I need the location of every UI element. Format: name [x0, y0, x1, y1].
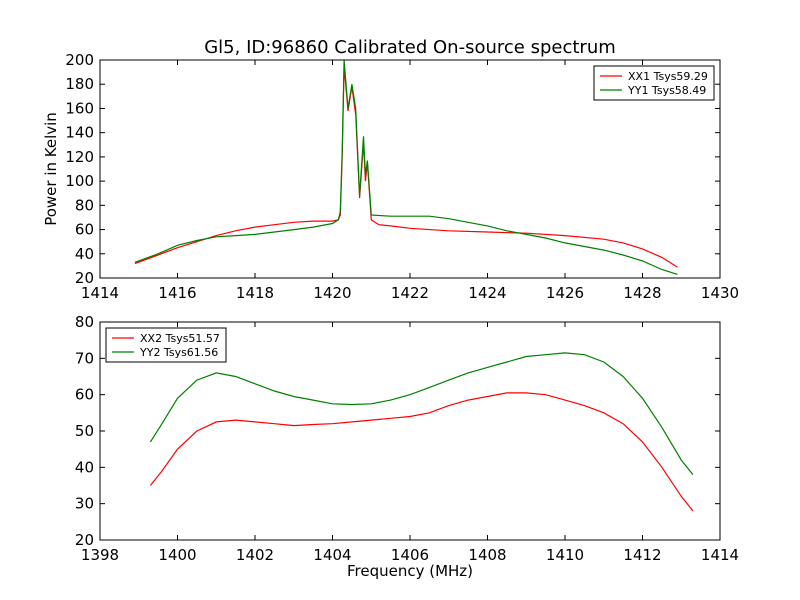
y-tick-label: 140 — [65, 124, 94, 142]
legend-entry: XX1 Tsys59.29 — [628, 70, 708, 83]
x-tick-label: 1406 — [391, 546, 429, 564]
legend-box — [105, 327, 227, 363]
legend-entry: YY1 Tsys58.49 — [627, 84, 706, 97]
series-line-2-2 — [149, 352, 694, 475]
x-tick-label: 1420 — [313, 284, 351, 302]
y-tick-label: 70 — [75, 349, 94, 367]
legend-box — [593, 65, 715, 101]
y-tick-label: 40 — [75, 458, 94, 476]
y-tick-label: 160 — [65, 99, 94, 117]
x-tick-label: 1412 — [623, 546, 661, 564]
series-line-2-1 — [149, 392, 694, 512]
y-tick-label: 180 — [65, 75, 94, 93]
y-tick-label: 80 — [75, 196, 94, 214]
chart-title: Gl5, ID:96860 Calibrated On-source spect… — [204, 37, 616, 58]
x-axis-label: Frequency (MHz) — [347, 562, 473, 580]
y-tick-label: 60 — [75, 221, 94, 239]
x-tick-label: 1414 — [81, 284, 119, 302]
top-panel: 1414 1416 1418 1420 1422 1424 1426 1428 1430 20 40… — [65, 51, 739, 302]
legend-entry: XX2 Tsys51.57 — [140, 332, 220, 345]
x-tick-label: 1428 — [623, 284, 661, 302]
x-tick-label: 1426 — [546, 284, 584, 302]
legend-entry: YY2 Tsys61.56 — [139, 346, 218, 359]
y-tick-label: 120 — [65, 148, 94, 166]
y-axis-label: Power in Kelvin — [42, 112, 60, 226]
x-tick-label: 1422 — [391, 284, 429, 302]
y-tick-label: 80 — [75, 313, 94, 331]
x-tick-label: 1404 — [313, 546, 351, 564]
x-tick-label: 1416 — [158, 284, 196, 302]
y-tick-label: 20 — [75, 269, 94, 287]
series-line-1-2 — [134, 59, 678, 275]
x-tick-label: 1430 — [701, 284, 739, 302]
y-tick-label: 40 — [75, 245, 94, 263]
x-tick-label: 1410 — [546, 546, 584, 564]
x-tick-label: 1418 — [236, 284, 274, 302]
x-tick-label: 1424 — [468, 284, 506, 302]
y-tick-label: 30 — [75, 495, 94, 513]
bottom-panel: 1398 1400 1402 1404 1406 1408 1410 1412 1414 20 30… — [75, 313, 739, 564]
y-tick-label: 100 — [65, 172, 94, 190]
x-tick-label: 1414 — [701, 546, 739, 564]
y-tick-label: 20 — [75, 531, 94, 549]
x-tick-label: 1398 — [81, 546, 119, 564]
x-tick-label: 1408 — [468, 546, 506, 564]
x-tick-label: 1402 — [236, 546, 274, 564]
y-tick-label: 200 — [65, 51, 94, 69]
y-tick-label: 60 — [75, 386, 94, 404]
y-tick-label: 50 — [75, 422, 94, 440]
x-tick-label: 1400 — [158, 546, 196, 564]
